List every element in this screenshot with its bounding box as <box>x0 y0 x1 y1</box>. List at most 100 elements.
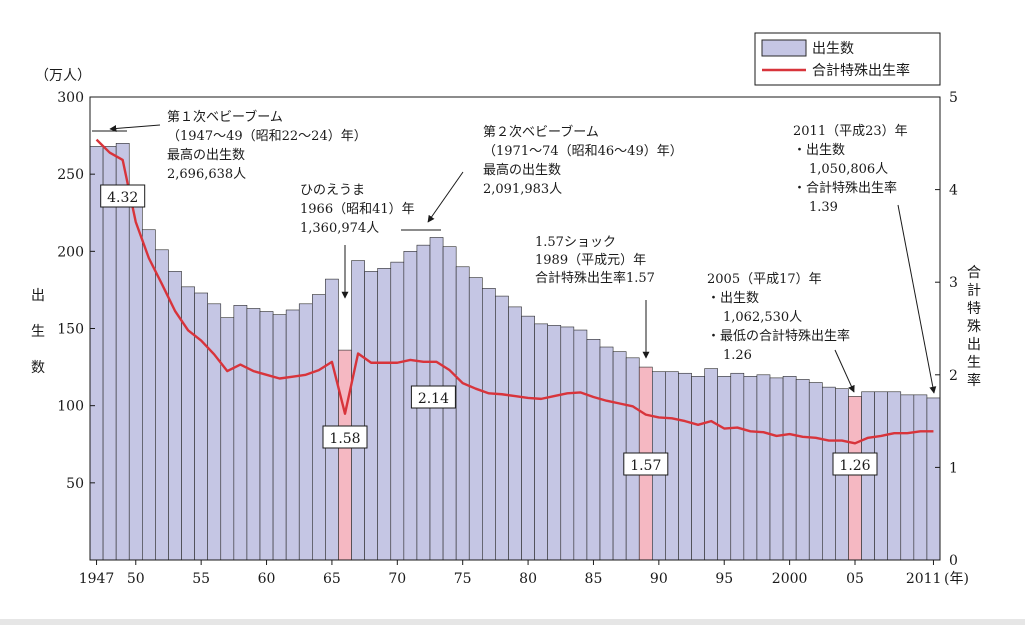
rate-label-text: 1.58 <box>329 431 360 447</box>
y2-tick-label: 1 <box>949 460 958 476</box>
bar-1992 <box>678 372 692 561</box>
bar-1999 <box>769 377 784 561</box>
annotation-line: 2,696,638人 <box>167 167 246 182</box>
bar-1959 <box>246 308 261 561</box>
left-axis-title: 出生数 <box>31 288 45 376</box>
bar-1977 <box>482 288 496 561</box>
legend-line-label: 合計特殊出生率 <box>812 62 910 79</box>
bar-1951 <box>142 229 156 561</box>
bar-1982 <box>547 325 562 561</box>
bar-2006 <box>861 391 875 561</box>
bar-2005 <box>848 396 862 561</box>
axis-title-char: 合 <box>967 265 981 281</box>
y-tick-label: 300 <box>57 90 84 106</box>
annotation-line: 2,091,983人 <box>483 182 562 197</box>
rate-label-text: 4.32 <box>107 190 138 206</box>
bar-1948 <box>102 146 117 561</box>
babyboom2-arrow <box>427 171 464 223</box>
x-tick-label: 95 <box>715 571 733 587</box>
annotation-line: 最高の出生数 <box>483 162 561 178</box>
y2-tick-label: 5 <box>949 90 958 106</box>
annotation-5: 2011（平成23）年・出生数 1,050,806人・合計特殊出生率 1.39 <box>793 124 908 215</box>
bar-2009 <box>900 394 915 561</box>
annotation-1: ひのえうま 1966（昭和41）年 1,360,974人 <box>300 183 415 236</box>
axis-title-char: 出 <box>31 288 45 304</box>
x-tick-label: 80 <box>519 571 537 587</box>
y2-tick-label: 2 <box>949 368 958 384</box>
bar-2010 <box>913 394 928 561</box>
y2-tick-label: 0 <box>949 553 958 569</box>
annotation-arrows <box>92 124 937 394</box>
bar-1950 <box>128 198 143 561</box>
annotation-4: 2005（平成17）年・出生数 1,062,530人・最低の合計特殊出生率 1.26 <box>707 272 850 363</box>
y-tick-label: 100 <box>57 399 84 415</box>
rate-label-1966: 1.58 <box>322 425 368 449</box>
x-tick-label: 2011 <box>906 571 942 587</box>
axis-title-char: 特 <box>967 301 981 317</box>
axis-title-char: 計 <box>967 283 981 299</box>
bar-1961 <box>272 314 287 561</box>
x-axis-unit: (年) <box>944 571 969 587</box>
x-tick-label: 60 <box>258 571 276 587</box>
bar-1976 <box>468 277 483 561</box>
bar-1981 <box>534 323 548 561</box>
axis-title-char: 出 <box>967 337 981 353</box>
annotation-line: 第１次ベビーブーム <box>167 109 283 125</box>
axis-title-char: 生 <box>967 355 981 371</box>
y-tick-label: 150 <box>57 322 84 338</box>
x-tick-label: 65 <box>323 571 341 587</box>
x-tick-label: 50 <box>127 571 145 587</box>
bar-2002 <box>808 382 823 561</box>
bar-1994 <box>704 368 718 561</box>
bar-1955 <box>194 292 208 561</box>
y-tick-label: 50 <box>66 476 84 492</box>
rate-labels: 4.32 1.58 2.14 1.57 1.26 <box>100 184 878 476</box>
y2-tick-label: 3 <box>949 275 958 291</box>
bar-1970 <box>390 261 405 561</box>
bar-1952 <box>155 249 169 561</box>
bar-1954 <box>181 286 195 561</box>
annotation-line: 1,050,806人 <box>809 162 888 177</box>
bar-1958 <box>233 305 248 561</box>
bar-1986 <box>599 346 614 561</box>
annotation-line: 1.26 <box>723 348 752 363</box>
x-axis-ticks: 1947 50 55 60 65 70 75 80 85 90 95 2000 05 2011 <box>79 560 942 587</box>
axis-title-char: 生 <box>31 324 45 340</box>
bar-1998 <box>756 374 771 561</box>
bar-2008 <box>887 391 902 561</box>
annotation-2: 第２次ベビーブーム （1971～74（昭和46～49）年） 最高の出生数 2,091,… <box>483 124 683 197</box>
annotation-line: ・出生数 <box>707 291 759 306</box>
rate-label-box <box>832 452 878 476</box>
babyboom1-arrow <box>109 124 161 132</box>
bar-1978 <box>495 295 509 561</box>
bar-1963 <box>298 303 313 561</box>
x-tick-label: 85 <box>585 571 603 587</box>
bar-1960 <box>259 311 274 561</box>
annotation-line: ・合計特殊出生率 <box>793 180 897 196</box>
bar-2011 <box>926 397 941 561</box>
x-tick-label: 55 <box>192 571 210 587</box>
bar-1985 <box>586 338 601 561</box>
bar-1967 <box>351 260 365 561</box>
rate-label-text: 1.26 <box>839 458 870 474</box>
annotation-line: 1,360,974人 <box>300 221 379 236</box>
annotation-line: 1989（平成元）年 <box>535 253 646 268</box>
left-axis-ticks: 50 100 150 200 250 300 <box>57 90 95 492</box>
annotations: 第１次ベビーブーム （1947～49（昭和22～24）年） 最高の出生数 2,696,… <box>167 109 908 363</box>
x-tick-label: 70 <box>388 571 406 587</box>
x-tick-label: 2000 <box>772 571 808 587</box>
rate-label-box <box>322 425 368 449</box>
annotation-line: 最高の出生数 <box>167 147 245 163</box>
legend: 出生数 合計特殊出生率 <box>754 32 941 86</box>
bar-1956 <box>207 303 222 561</box>
x-tick-label: 75 <box>454 571 472 587</box>
y-tick-label: 200 <box>57 244 84 260</box>
bar-1980 <box>521 315 535 561</box>
annotation-line: （1947～49（昭和22～24）年） <box>167 129 367 144</box>
bar-1983 <box>560 326 575 561</box>
bar-1997 <box>743 376 758 561</box>
rate-label-2005: 1.26 <box>832 452 878 476</box>
bar-1962 <box>285 309 300 561</box>
